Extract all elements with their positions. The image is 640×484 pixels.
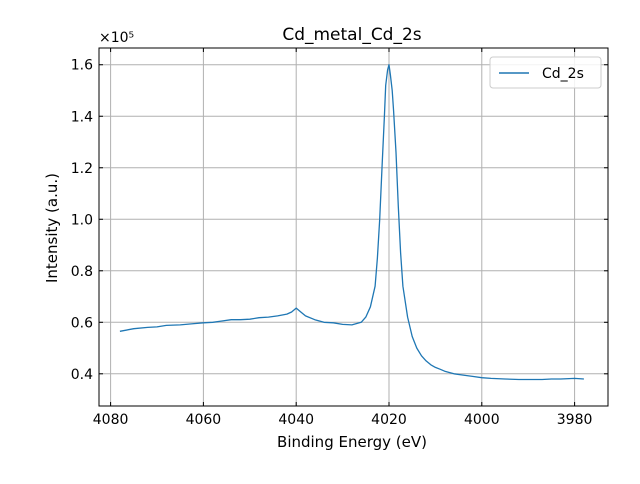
chart-title: Cd_metal_Cd_2s <box>282 25 421 45</box>
legend-entry-label: Cd_2s <box>542 66 584 82</box>
axes-frame <box>98 47 609 407</box>
grid <box>99 48 608 406</box>
y-tick-label: 0.8 <box>71 264 93 280</box>
y-tick-label: 1.4 <box>71 109 93 125</box>
y-tick-label: 0.6 <box>71 315 93 331</box>
x-tick-label: 4080 <box>93 412 129 428</box>
series-line-Cd_2s <box>119 64 584 381</box>
x-axis-label: Binding Energy (eV) <box>277 433 427 451</box>
x-tick-label: 4040 <box>278 412 314 428</box>
legend: Cd_2s <box>489 56 602 89</box>
x-tick-label: 4000 <box>464 412 500 428</box>
y-tick-label: 0.4 <box>71 367 93 383</box>
x-tick-label: 3980 <box>557 412 593 428</box>
series-layer <box>119 64 584 381</box>
y-tick-label: 1.2 <box>71 161 93 177</box>
y-multiplier-label: ×10⁵ <box>99 30 134 46</box>
ticks: 4080 4060 4040 4020 4000 3980 0.4 0.6 0.8 1.0 1.2 1… <box>71 48 608 428</box>
y-axis-label: Intensity (a.u.) <box>43 173 61 283</box>
legend-box <box>489 56 602 89</box>
x-tick-label: 4020 <box>371 412 407 428</box>
x-tick-label: 4060 <box>186 412 222 428</box>
y-tick-label: 1.0 <box>71 212 93 228</box>
y-tick-label: 1.6 <box>71 58 93 74</box>
